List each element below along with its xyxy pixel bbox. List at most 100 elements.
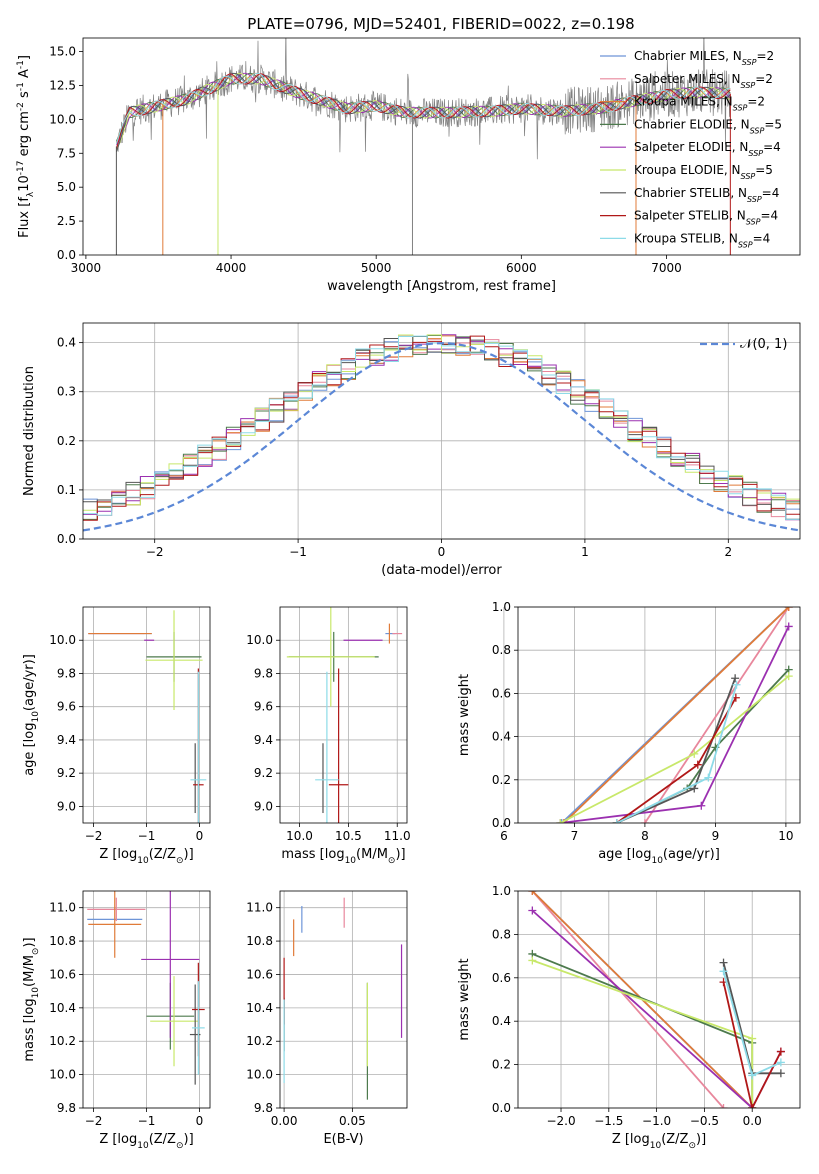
mass-weight-marker bbox=[693, 760, 702, 769]
mass-weight-line bbox=[644, 607, 790, 823]
error-bar-point bbox=[315, 671, 339, 823]
model-spectrum-line bbox=[116, 72, 731, 145]
y-axis-label: Normed distribution bbox=[22, 366, 37, 496]
massweight_vs_age-plot-area bbox=[556, 607, 793, 823]
y-tick-label: 9.2 bbox=[254, 766, 273, 780]
error-bar-point bbox=[87, 897, 146, 922]
massweight_vs_Z-plot-area bbox=[528, 891, 785, 1108]
x-axis-label: E(B-V) bbox=[323, 1132, 363, 1147]
y-tick-label: 10.6 bbox=[246, 967, 273, 981]
x-tick-label: 10 bbox=[778, 829, 793, 843]
x-tick-label: 5000 bbox=[361, 261, 392, 275]
x-tick-label: 11.0 bbox=[384, 829, 411, 843]
x-tick-label: −1 bbox=[138, 829, 156, 843]
x-tick-label: 10.0 bbox=[286, 829, 313, 843]
y-tick-label: 0.2 bbox=[492, 1058, 511, 1072]
y-axis-label: age [log10(age/yr)] bbox=[22, 654, 41, 776]
model-spectrum-line bbox=[115, 72, 731, 152]
mass-weight-marker bbox=[776, 1047, 785, 1056]
model-spectrum-line bbox=[116, 72, 731, 151]
x-tick-label: −1.5 bbox=[594, 1114, 623, 1128]
x-tick-label: −1.0 bbox=[642, 1114, 671, 1128]
y-tick-label: 9.6 bbox=[57, 700, 76, 714]
y-tick-label: 9.8 bbox=[57, 666, 76, 680]
mass-weight-marker bbox=[719, 958, 728, 967]
legend-label: Kroupa ELODIE, NSSP=5 bbox=[634, 163, 773, 181]
y-tick-label: 10.0 bbox=[49, 1068, 76, 1082]
y-tick-label: 9.0 bbox=[254, 799, 273, 813]
model-spectrum-line bbox=[115, 73, 731, 150]
y-axis-label: mass weight bbox=[457, 674, 472, 756]
mass-weight-marker bbox=[784, 672, 793, 681]
x-tick-label: 6000 bbox=[506, 261, 537, 275]
mass-weight-marker bbox=[697, 801, 706, 810]
x-axis-label: Z [log10(Z/Z⊙)] bbox=[99, 1132, 193, 1151]
y-axis-label: mass [log10(M/M⊙)] bbox=[22, 937, 41, 1061]
model-spectrum-line bbox=[115, 72, 731, 142]
error-bar-point bbox=[145, 610, 203, 711]
x-tick-label: −2 bbox=[85, 829, 103, 843]
model-spectrum-line bbox=[115, 72, 731, 145]
mass-weight-marker bbox=[528, 956, 537, 965]
mass-weight-marker bbox=[528, 891, 537, 895]
x-tick-label: 0 bbox=[196, 829, 204, 843]
error-bar-point bbox=[192, 981, 205, 1075]
axes-frame bbox=[517, 890, 801, 1109]
y-tick-label: 0.0 bbox=[492, 816, 511, 830]
x-tick-label: 8 bbox=[641, 829, 649, 843]
y-tick-label: 9.8 bbox=[254, 1101, 273, 1115]
x-axis-label: Z [log10(Z/Z⊙)] bbox=[99, 847, 193, 866]
mass-weight-marker bbox=[748, 1104, 757, 1108]
legend-label: Kroupa STELIB, NSSP=4 bbox=[634, 231, 770, 249]
y-tick-label: 1.0 bbox=[492, 600, 511, 614]
mass_vs_ebv-plot-area bbox=[283, 897, 403, 1100]
x-tick-label: −2.0 bbox=[546, 1114, 575, 1128]
mass-weight-marker bbox=[528, 906, 537, 915]
legend-label: Salpeter STELIB, NSSP=4 bbox=[634, 209, 778, 227]
x-tick-label: 0.05 bbox=[339, 1114, 366, 1128]
mass-weight-marker bbox=[704, 773, 713, 782]
y-tick-label: 5.0 bbox=[57, 180, 76, 194]
mass-weight-line bbox=[722, 981, 782, 1108]
spectrum-plot-area bbox=[115, 38, 731, 255]
mass-weight-marker bbox=[719, 967, 728, 976]
mass-weight-marker bbox=[784, 622, 793, 631]
normal-reference-curve bbox=[83, 342, 800, 532]
y-tick-label: 10.4 bbox=[49, 1001, 76, 1015]
x-tick-label: 0 bbox=[196, 1114, 204, 1128]
error-bar-point bbox=[328, 668, 349, 823]
y-tick-label: 0.4 bbox=[57, 336, 76, 350]
y-tick-label: 0.3 bbox=[57, 385, 76, 399]
y-tick-label: 10.0 bbox=[49, 112, 76, 126]
legend-label: 𝒩(0, 1) bbox=[740, 337, 787, 352]
error-bar-point bbox=[88, 891, 142, 958]
mass-weight-marker bbox=[612, 819, 621, 823]
x-tick-label: 9 bbox=[712, 829, 720, 843]
y-tick-label: 10.0 bbox=[246, 633, 273, 647]
y-tick-label: 9.6 bbox=[254, 700, 273, 714]
x-tick-label: −2 bbox=[85, 1114, 103, 1128]
y-tick-label: 11.0 bbox=[49, 901, 76, 915]
x-tick-label: 7000 bbox=[651, 261, 682, 275]
mass-weight-line bbox=[531, 891, 725, 1108]
y-tick-label: 0.8 bbox=[492, 643, 511, 657]
y-tick-label: 10.8 bbox=[246, 934, 273, 948]
x-axis-label: (data-model)/error bbox=[381, 563, 502, 578]
mass-weight-line bbox=[563, 607, 790, 823]
y-tick-label: 0.2 bbox=[57, 434, 76, 448]
mass-weight-marker bbox=[784, 607, 793, 611]
x-tick-label: 6 bbox=[500, 829, 508, 843]
y-tick-label: 0.4 bbox=[492, 1014, 511, 1028]
axes-frame bbox=[517, 606, 801, 824]
mass-weight-marker bbox=[748, 1034, 757, 1043]
y-tick-label: 7.5 bbox=[57, 146, 76, 160]
model-spectrum-line bbox=[115, 72, 731, 153]
y-tick-label: 9.4 bbox=[57, 733, 76, 747]
residuals-plot-area bbox=[83, 334, 800, 532]
y-tick-label: 10.0 bbox=[49, 633, 76, 647]
y-tick-label: 10.0 bbox=[246, 1068, 273, 1082]
mass-weight-marker bbox=[690, 784, 699, 793]
figure-title: PLATE=0796, MJD=52401, FIBERID=0022, z=0… bbox=[247, 15, 634, 33]
x-axis-label: wavelength [Angstrom, rest frame] bbox=[327, 279, 556, 294]
x-tick-label: 0.0 bbox=[743, 1114, 762, 1128]
